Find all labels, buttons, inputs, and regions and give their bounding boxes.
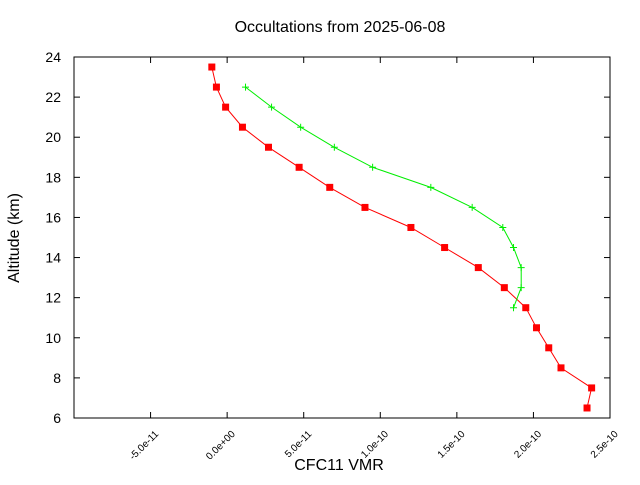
series-1-point [557,364,565,372]
series-2-point [510,304,518,312]
series-1-point [326,183,334,191]
y-tick-label: 8 [53,370,61,386]
y-tick-label: 24 [45,49,61,65]
series-2-point [517,264,525,272]
series-2-line [245,86,522,308]
y-tick-label: 20 [45,129,61,145]
y-tick-label: 18 [45,169,61,185]
plot-border [73,56,611,419]
series-1-point [441,244,449,252]
series-1-line [211,66,593,409]
series-2-point [517,284,525,292]
x-tick-label: 5.0e-11 [283,429,315,461]
series-1-point [545,344,553,352]
y-tick-label: 16 [45,209,61,225]
x-tick-label: 0.0e+00 [204,429,238,463]
series-1-point [407,223,415,231]
series-2-point [468,203,476,211]
series-2-point [242,83,250,91]
y-tick-label: 6 [53,410,61,426]
series-2-point [369,163,377,171]
series-2-point [427,183,435,191]
x-tick-label: -5.0e-11 [128,429,162,463]
series-2-point [510,244,518,252]
x-tick-label: 2.5e-10 [589,429,621,461]
plot-frame [73,56,611,419]
series-2-point [499,223,507,231]
series-2-point [297,123,305,131]
y-tick-label: 12 [45,290,61,306]
series-1-point [588,384,596,392]
series-1-point [532,324,540,332]
series-1-point [361,203,369,211]
series-1-point [295,163,303,171]
series-1-point [583,404,591,412]
series-1-point [522,304,530,312]
series-2-point [268,103,276,111]
x-tick-label: 1.0e-10 [359,429,391,461]
chart-title: Occultations from 2025-06-08 [235,19,446,36]
y-tick-label: 22 [45,89,61,105]
y-axis: 6 8 10 12 14 16 18 20 22 24 [45,49,610,426]
series-1-point [222,103,230,111]
x-tick-label: 2.0e-10 [512,429,544,461]
x-tick-label: 1.5e-10 [436,429,468,461]
x-axis: -5.0e-11 0.0e+00 5.0e-11 1.0e-10 1.5e-10 2.0e… [73,57,621,463]
series-1-point [212,83,220,91]
series-1-point [238,123,246,131]
series-layer [208,63,596,412]
y-axis-label: Altitude (km) [6,193,23,283]
series-1-point [500,284,508,292]
x-axis-label: CFC11 VMR [294,457,384,474]
series-1-point [208,63,216,71]
series-2-point [330,143,338,151]
series-1-point [264,143,272,151]
series-1-point [474,264,482,272]
y-tick-label: 14 [45,250,61,266]
y-tick-label: 10 [45,330,61,346]
